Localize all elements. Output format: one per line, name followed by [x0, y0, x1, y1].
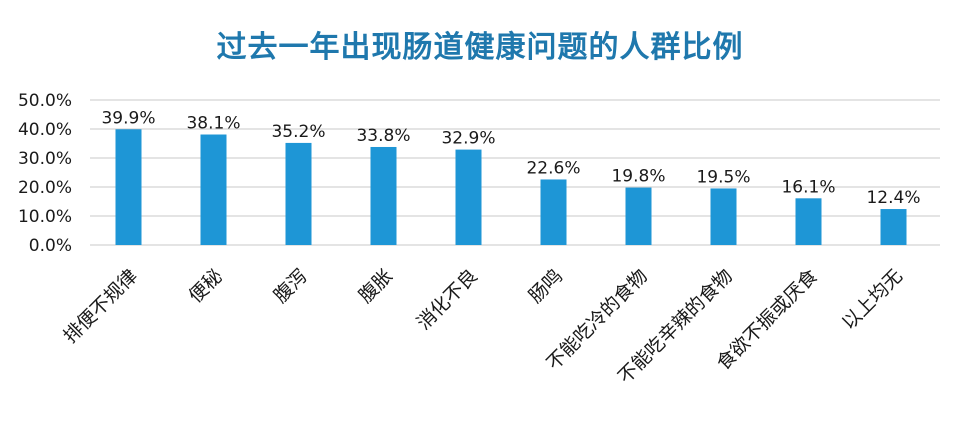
- x-tick-label: 腹胀: [355, 265, 397, 307]
- y-tick-label: 30.0%: [18, 149, 72, 169]
- data-label: 38.1%: [186, 114, 240, 134]
- bar: [285, 142, 312, 245]
- x-tick-label: 腹泻: [270, 265, 312, 307]
- value-labels: 39.9% 38.1% 35.2% 33.8% 32.9% 22.6% 19.8% 19.5%…: [101, 108, 920, 208]
- x-tick-label: 排便不规律: [59, 265, 142, 348]
- bar: [200, 134, 227, 245]
- y-tick-label: 0.0%: [29, 236, 72, 256]
- bar: [795, 198, 822, 245]
- y-tick-label: 40.0%: [18, 120, 72, 140]
- y-tick-label: 20.0%: [18, 178, 72, 198]
- data-label: 16.1%: [781, 177, 835, 197]
- bar: [370, 146, 397, 245]
- bar: [880, 209, 907, 245]
- x-tick-label: 消化不良: [413, 265, 482, 334]
- x-tick-label: 肠鸣: [525, 265, 567, 307]
- x-tick-label: 便秘: [185, 265, 227, 307]
- bar: [540, 179, 567, 245]
- bar: [455, 149, 482, 245]
- data-label: 32.9%: [441, 129, 495, 149]
- data-label: 19.8%: [611, 167, 665, 187]
- x-tick-label: 以上均无: [838, 265, 907, 334]
- data-label: 19.5%: [696, 167, 750, 187]
- data-label: 33.8%: [356, 126, 410, 146]
- data-label: 22.6%: [526, 158, 580, 178]
- bars: [115, 129, 907, 245]
- y-tick-label: 10.0%: [18, 207, 72, 227]
- bar: [115, 129, 142, 245]
- data-label: 12.4%: [866, 188, 920, 208]
- bar: [625, 187, 652, 245]
- y-axis-tick-labels: 0.0% 10.0% 20.0% 30.0% 40.0% 50.0%: [18, 91, 72, 256]
- gridlines: [90, 99, 940, 246]
- data-label: 35.2%: [271, 122, 325, 142]
- data-label: 39.9%: [101, 108, 155, 128]
- y-tick-label: 50.0%: [18, 91, 72, 111]
- chart-title: 过去一年出现肠道健康问题的人群比例: [216, 30, 744, 65]
- category-labels: 排便不规律 便秘 腹泻 腹胀 消化不良 肠鸣不能吃冷的食物不能吃辛辣的食物食欲不振或厌食以…: [59, 265, 907, 388]
- bar: [710, 188, 737, 245]
